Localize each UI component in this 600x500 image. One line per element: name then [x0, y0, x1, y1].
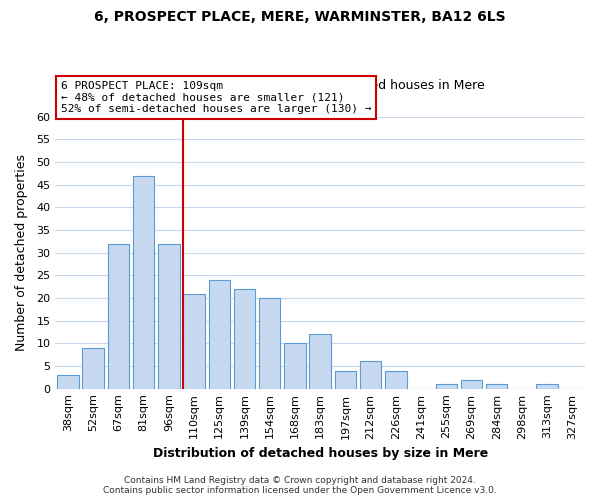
Bar: [133, 176, 154, 388]
Title: Size of property relative to detached houses in Mere: Size of property relative to detached ho…: [156, 79, 485, 92]
Bar: [284, 344, 305, 388]
Bar: [461, 380, 482, 388]
Bar: [57, 375, 79, 388]
Bar: [82, 348, 104, 389]
Bar: [184, 294, 205, 388]
Bar: [259, 298, 280, 388]
Bar: [536, 384, 558, 388]
Text: 6 PROSPECT PLACE: 109sqm
← 48% of detached houses are smaller (121)
52% of semi-: 6 PROSPECT PLACE: 109sqm ← 48% of detach…: [61, 81, 371, 114]
Bar: [310, 334, 331, 388]
Bar: [209, 280, 230, 388]
X-axis label: Distribution of detached houses by size in Mere: Distribution of detached houses by size …: [152, 447, 488, 460]
Bar: [158, 244, 179, 388]
Bar: [385, 370, 407, 388]
Bar: [360, 362, 382, 388]
Bar: [486, 384, 508, 388]
Text: 6, PROSPECT PLACE, MERE, WARMINSTER, BA12 6LS: 6, PROSPECT PLACE, MERE, WARMINSTER, BA1…: [94, 10, 506, 24]
Text: Contains HM Land Registry data © Crown copyright and database right 2024.
Contai: Contains HM Land Registry data © Crown c…: [103, 476, 497, 495]
Bar: [107, 244, 129, 388]
Bar: [234, 289, 255, 388]
Bar: [436, 384, 457, 388]
Y-axis label: Number of detached properties: Number of detached properties: [15, 154, 28, 351]
Bar: [335, 370, 356, 388]
